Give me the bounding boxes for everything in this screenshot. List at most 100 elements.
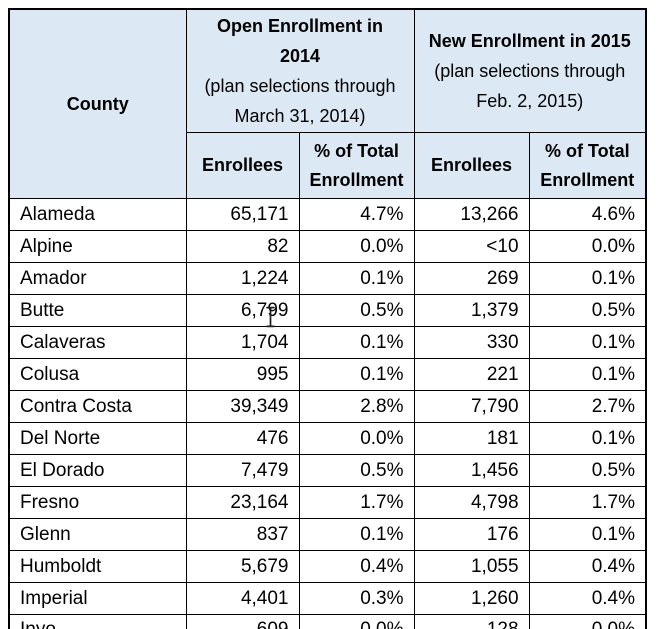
- enrollees-2014-cell: 1,224: [185, 262, 300, 295]
- pct-2015-cell: 0.4%: [528, 582, 647, 615]
- enrollees-2015-cell: 176: [413, 518, 530, 551]
- pct-2015-cell: 0.1%: [528, 262, 647, 295]
- enrollees-2015-cell: 181: [413, 422, 530, 455]
- pct-2014-cell: 0.0%: [298, 614, 415, 629]
- enrollees-2015-cell: 1,456: [413, 454, 530, 487]
- enrollees-2014-cell: 609: [185, 614, 300, 629]
- enrollees-2015-cell: 7,790: [413, 390, 530, 423]
- table-row: El Dorado 7,479 0.5% 1,456 0.5%: [8, 454, 647, 487]
- pct-2014-cell: 0.1%: [298, 262, 415, 295]
- pct-2014-cell: 0.1%: [298, 326, 415, 359]
- pct-total-2015-header: % of Total Enrollment: [528, 132, 647, 199]
- enrollees-2015-cell: 1,055: [413, 550, 530, 583]
- table-row: Fresno 23,164 1.7% 4,798 1.7%: [8, 486, 647, 519]
- pct-2014-cell: 0.4%: [298, 550, 415, 583]
- county-cell: Butte: [8, 294, 187, 327]
- new-2015-subtitle: (plan selections through Feb. 2, 2015): [434, 61, 626, 111]
- enrollees-2015-cell: 13,266: [413, 198, 530, 231]
- pct-2015-cell: 2.7%: [528, 390, 647, 423]
- county-cell: Inyo: [8, 614, 187, 629]
- enrollees-2015-cell: 4,798: [413, 486, 530, 519]
- enrollees-2015-cell: 128: [413, 614, 530, 629]
- new-enrollment-2015-header: New Enrollment in 2015 (plan selections …: [413, 8, 647, 133]
- enrollees-2014-header: Enrollees: [185, 132, 300, 199]
- county-cell: Imperial: [8, 582, 187, 615]
- pct-2014-cell: 0.1%: [298, 358, 415, 391]
- county-cell: El Dorado: [8, 454, 187, 487]
- new-2015-title: New Enrollment in 2015: [428, 31, 631, 51]
- enrollees-2014-cell: 1,704: [185, 326, 300, 359]
- pct-total-2014-header: % of Total Enrollment: [298, 132, 415, 199]
- table-row: Butte 6,799 0.5% 1,379 0.5%: [8, 294, 647, 327]
- county-cell: Humboldt: [8, 550, 187, 583]
- open-2014-subtitle: (plan selections through March 31, 2014): [204, 76, 396, 126]
- enrollees-2014-cell: 65,171: [185, 198, 300, 231]
- pct-2015-cell: 0.1%: [528, 518, 647, 551]
- county-cell: Amador: [8, 262, 187, 295]
- enrollees-2015-header: Enrollees: [413, 132, 530, 199]
- enrollees-2015-cell: 269: [413, 262, 530, 295]
- enrollees-2014-cell: 82: [185, 230, 300, 263]
- pct-2015-cell: 0.1%: [528, 326, 647, 359]
- pct-2014-cell: 0.5%: [298, 294, 415, 327]
- enrollment-table: County Open Enrollment in 2014 (plan sel…: [8, 8, 648, 629]
- table-row: Inyo6090.0%1280.0%: [8, 614, 647, 629]
- enrollees-2015-cell: <10: [413, 230, 530, 263]
- table-header: County Open Enrollment in 2014 (plan sel…: [8, 8, 647, 199]
- pct-2015-cell: 0.0%: [528, 230, 647, 263]
- pct-2014-cell: 1.7%: [298, 486, 415, 519]
- table-row: Imperial 4,401 0.3% 1,260 0.4%: [8, 582, 647, 615]
- county-cell: Del Norte: [8, 422, 187, 455]
- pct-2014-cell: 0.0%: [298, 230, 415, 263]
- pct-2014-cell: 0.3%: [298, 582, 415, 615]
- pct-2015-cell: 1.7%: [528, 486, 647, 519]
- pct-2015-cell: 0.1%: [528, 422, 647, 455]
- pct-2014-cell: 2.8%: [298, 390, 415, 423]
- open-enrollment-2014-header: Open Enrollment in 2014 (plan selections…: [185, 8, 415, 133]
- table-row: Glenn 837 0.1% 176 0.1%: [8, 518, 647, 551]
- enrollees-2014-cell: 5,679: [185, 550, 300, 583]
- county-cell: Fresno: [8, 486, 187, 519]
- header-row-measures: Enrollees % of Total Enrollment Enrollee…: [9, 132, 647, 199]
- open-2014-title: Open Enrollment in 2014: [216, 16, 383, 66]
- pct-2015-cell: 0.5%: [528, 294, 647, 327]
- table-row: Colusa 995 0.1% 221 0.1%: [8, 358, 647, 391]
- enrollees-2015-cell: 221: [413, 358, 530, 391]
- enrollees-2014-cell: 6,799: [185, 294, 300, 327]
- pct-2014-cell: 0.1%: [298, 518, 415, 551]
- county-cell: Contra Costa: [8, 390, 187, 423]
- table-row: Del Norte 476 0.0% 181 0.1%: [8, 422, 647, 455]
- table-row: Alpine 82 0.0% <10 0.0%: [8, 230, 647, 263]
- table-body: Alameda 65,171 4.7% 13,266 4.6% Alpine 82 0.0% <…: [8, 198, 647, 629]
- enrollees-2014-cell: 4,401: [185, 582, 300, 615]
- table-row: Contra Costa 39,349 2.8% 7,790 2.7%: [8, 390, 647, 423]
- enrollees-2014-cell: 23,164: [185, 486, 300, 519]
- enrollees-2015-cell: 1,260: [413, 582, 530, 615]
- county-cell: Glenn: [8, 518, 187, 551]
- enrollees-2014-cell: 476: [185, 422, 300, 455]
- enrollees-2015-cell: 330: [413, 326, 530, 359]
- county-cell: Alpine: [8, 230, 187, 263]
- pct-2015-cell: 0.4%: [528, 550, 647, 583]
- county-cell: Calaveras: [8, 326, 187, 359]
- county-column-header: County: [8, 8, 187, 199]
- table-row: Amador 1,224 0.1% 269 0.1%: [8, 262, 647, 295]
- enrollees-2015-cell: 1,379: [413, 294, 530, 327]
- table-row: Calaveras 1,704 0.1% 330 0.1%: [8, 326, 647, 359]
- pct-2015-cell: 0.1%: [528, 358, 647, 391]
- enrollees-2014-cell: 995: [185, 358, 300, 391]
- table-row: Humboldt 5,679 0.4% 1,055 0.4%: [8, 550, 647, 583]
- pct-2014-cell: 4.7%: [298, 198, 415, 231]
- enrollees-2014-cell: 7,479: [185, 454, 300, 487]
- enrollees-2014-cell: 837: [185, 518, 300, 551]
- header-row-groups: County Open Enrollment in 2014 (plan sel…: [8, 8, 647, 199]
- county-cell: Colusa: [8, 358, 187, 391]
- pct-2015-cell: 4.6%: [528, 198, 647, 231]
- pct-2014-cell: 0.5%: [298, 454, 415, 487]
- enrollees-2014-cell: 39,349: [185, 390, 300, 423]
- pct-2015-cell: 0.0%: [528, 614, 647, 629]
- county-cell: Alameda: [8, 198, 187, 231]
- pct-2015-cell: 0.5%: [528, 454, 647, 487]
- table-row: Alameda 65,171 4.7% 13,266 4.6%: [8, 198, 647, 231]
